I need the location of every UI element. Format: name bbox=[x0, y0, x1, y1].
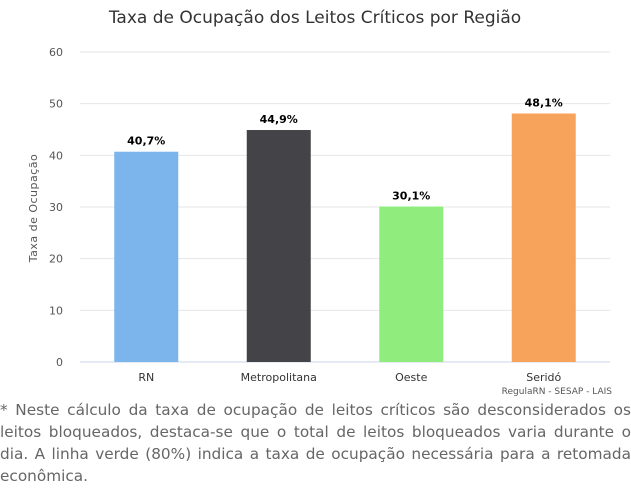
footnote: * Neste cálculo da taxa de ocupação de l… bbox=[0, 401, 631, 485]
category-label: RN bbox=[138, 371, 154, 384]
category-label: Oeste bbox=[395, 371, 427, 384]
bar-value-label: 44,9% bbox=[260, 113, 298, 126]
y-axis-ticks: 0 10 20 30 40 50 60 bbox=[49, 46, 63, 369]
y-tick-label: 20 bbox=[49, 253, 63, 266]
bar-value-label: 40,7% bbox=[127, 135, 165, 148]
chart-title: Taxa de Ocupação dos Leitos Críticos por… bbox=[108, 8, 521, 28]
bar bbox=[511, 113, 576, 362]
category-label: Metropolitana bbox=[241, 371, 317, 384]
bar-chart: Taxa de Ocupação dos Leitos Críticos por… bbox=[27, 8, 613, 397]
y-tick-label: 50 bbox=[49, 98, 63, 111]
bar bbox=[246, 130, 311, 362]
bar bbox=[379, 206, 444, 362]
category-label: Seridó bbox=[526, 371, 561, 384]
bar-value-label: 48,1% bbox=[525, 96, 563, 109]
bar bbox=[114, 151, 179, 362]
y-tick-label: 30 bbox=[49, 201, 63, 214]
bar-value-label: 30,1% bbox=[392, 189, 430, 202]
data-labels: 40,7% 44,9% 30,1% 48,1% bbox=[127, 96, 563, 202]
y-tick-label: 10 bbox=[49, 304, 63, 317]
y-tick-label: 60 bbox=[49, 46, 63, 59]
y-axis-label: Taxa de Ocupação bbox=[27, 154, 40, 264]
y-tick-label: 40 bbox=[49, 149, 63, 162]
y-tick-label: 0 bbox=[56, 356, 63, 369]
x-axis-labels: RN Metropolitana Oeste Seridó bbox=[138, 371, 561, 384]
bars bbox=[114, 113, 576, 362]
chart-credits: RegulaRN - SESAP - LAIS bbox=[502, 387, 613, 397]
